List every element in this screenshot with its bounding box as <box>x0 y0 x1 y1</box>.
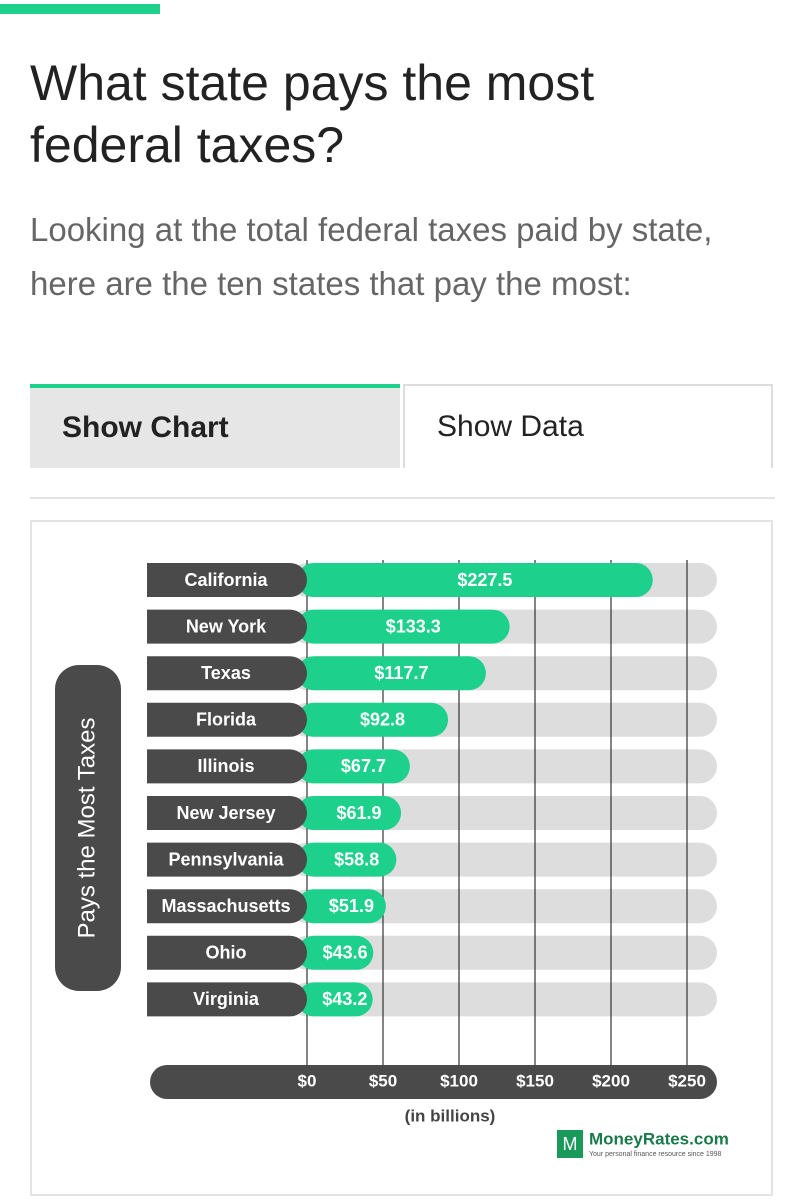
x-tick-label: $50 <box>369 1071 397 1090</box>
value-label: $227.5 <box>457 570 512 590</box>
category-label: Ohio <box>206 943 247 963</box>
bar <box>297 702 449 737</box>
value-label: $43.2 <box>322 989 367 1009</box>
x-axis-label: (in billions) <box>405 1106 496 1125</box>
category-label: New Jersey <box>176 803 275 823</box>
category-pill <box>147 982 308 1017</box>
logo-name: MoneyRates.com <box>589 1129 729 1148</box>
bar <box>297 842 397 877</box>
page-title: What state pays the most federal taxes? <box>30 55 595 173</box>
category-label: Illinois <box>197 756 254 776</box>
category-pill <box>147 563 307 597</box>
category-label: Virginia <box>193 989 260 1009</box>
value-label: $67.7 <box>341 756 386 776</box>
x-tick-label: $100 <box>440 1071 478 1090</box>
y-axis-label: Pays the Most Taxes <box>73 718 100 939</box>
accent-bar <box>0 4 160 14</box>
logo-mark: M <box>563 1134 578 1154</box>
value-label: $117.7 <box>374 663 428 683</box>
bar <box>297 749 410 784</box>
value-label: $92.8 <box>360 710 405 730</box>
axis-pill <box>150 1065 717 1099</box>
category-pill <box>147 935 308 970</box>
bar-track <box>290 982 717 1017</box>
tab[interactable]: Show Data <box>403 384 773 468</box>
category-pill <box>147 609 308 644</box>
logo-box <box>557 1130 583 1158</box>
bar-track <box>290 935 717 970</box>
category-label: New York <box>186 616 267 636</box>
x-tick-label: $0 <box>298 1071 317 1090</box>
bar <box>297 609 510 644</box>
x-tick-label: $200 <box>592 1071 630 1090</box>
intro-text: Looking at the total federal taxes paid … <box>30 211 713 302</box>
bar-track <box>290 889 717 924</box>
category-label: Texas <box>201 663 251 683</box>
value-label: $58.8 <box>334 849 379 869</box>
logo-tagline: Your personal finance resource since 199… <box>589 1151 722 1158</box>
tab[interactable]: Show Chart <box>30 384 400 468</box>
category-pill <box>147 796 307 830</box>
category-label: Pennsylvania <box>168 849 284 869</box>
category-pill <box>147 749 308 784</box>
chart-frame <box>30 520 773 1196</box>
bar-track <box>290 842 717 877</box>
category-pill <box>147 842 308 877</box>
category-pill <box>147 889 308 924</box>
bar <box>297 563 653 597</box>
category-label: California <box>184 570 268 590</box>
bar <box>297 935 374 970</box>
value-label: $133.3 <box>386 616 441 636</box>
ylabel-pill <box>55 665 121 991</box>
value-label: $51.9 <box>329 896 374 916</box>
bar <box>297 656 486 691</box>
category-label: Massachusetts <box>161 896 290 916</box>
x-tick-label: $150 <box>516 1071 554 1090</box>
category-label: Florida <box>196 710 257 730</box>
bar <box>297 796 402 830</box>
x-tick-label: $250 <box>668 1071 706 1090</box>
category-pill <box>147 702 308 737</box>
value-label: $43.6 <box>323 943 368 963</box>
category-pill <box>147 656 308 691</box>
separator <box>30 497 775 499</box>
bar <box>297 982 373 1017</box>
value-label: $61.9 <box>337 803 382 823</box>
bar <box>297 889 386 924</box>
